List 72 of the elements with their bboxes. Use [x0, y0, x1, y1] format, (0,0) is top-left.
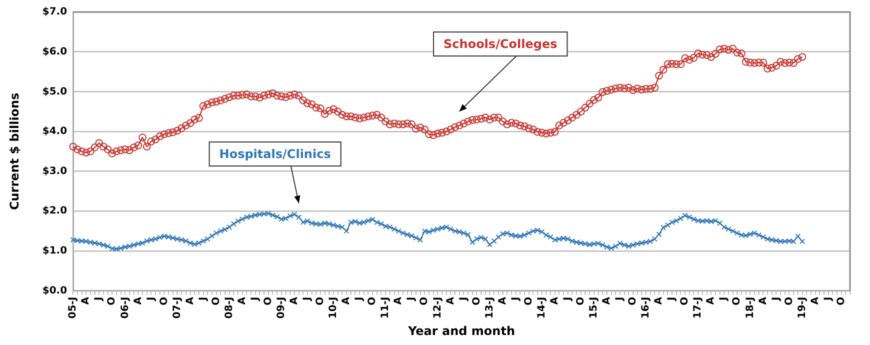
- x-tick-label: J: [614, 296, 626, 302]
- x-tick-label: O: [315, 296, 326, 306]
- y-tick-label: $6.0: [42, 46, 68, 58]
- x-tick-label: O: [732, 296, 743, 306]
- x-tick-label: A: [654, 296, 665, 305]
- x-tick-label: J: [198, 296, 209, 302]
- text: Schools/Colleges: [444, 37, 558, 52]
- x-tick-label: O: [575, 296, 586, 306]
- x-tick-label: 10-J: [328, 296, 340, 319]
- x-tick-label: O: [836, 296, 847, 306]
- x-tick-label: J: [458, 296, 470, 302]
- x-tick-label: 18-J: [744, 296, 756, 319]
- x-tick-label: 14-J: [536, 296, 548, 319]
- x-tick-label: 07-J: [172, 296, 183, 319]
- x-tick-label: O: [471, 296, 482, 306]
- y-tick-label: $2.0: [42, 206, 68, 217]
- x-tick-label: O: [419, 296, 430, 306]
- x-tick-label: J: [666, 296, 678, 302]
- y-axis-title: Current $ billions: [7, 92, 22, 210]
- x-tick-label: A: [341, 296, 352, 305]
- text: Hospitals/Clinics: [219, 147, 331, 162]
- x-tick-label: J: [250, 296, 261, 302]
- x-tick-label: O: [106, 296, 118, 306]
- y-tick-label: $1.0: [42, 246, 68, 257]
- x-tick-label: A: [289, 296, 300, 305]
- x-tick-label: A: [706, 296, 717, 305]
- x-tick-label: 17-J: [692, 296, 704, 319]
- y-tick-label: $5.0: [42, 86, 68, 98]
- x-tick-label: J: [146, 296, 157, 302]
- x-tick-label: J: [94, 296, 105, 302]
- x-tick-label: J: [406, 296, 418, 302]
- x-tick-label: O: [158, 296, 170, 306]
- y-tick-label: $3.0: [42, 166, 68, 177]
- x-tick-label: 16-J: [640, 296, 652, 319]
- x-tick-label: O: [680, 296, 691, 306]
- x-tick-label: 09-J: [276, 296, 288, 319]
- x-tick-label: J: [302, 296, 314, 302]
- x-tick-label: O: [367, 296, 378, 306]
- y-tick-label: $4.0: [42, 126, 68, 138]
- x-tick-label: A: [810, 296, 821, 305]
- x-tick-label: J: [562, 296, 574, 302]
- y-tick-label: $7.0: [42, 6, 68, 18]
- x-tick-label: A: [236, 296, 248, 305]
- x-tick-label: J: [822, 296, 834, 302]
- x-tick-label: O: [262, 296, 274, 306]
- x-tick-label: A: [132, 296, 144, 305]
- x-tick-label: 06-J: [120, 296, 131, 319]
- x-tick-label: A: [80, 296, 92, 305]
- x-tick-label: O: [784, 296, 795, 306]
- x-tick-label: A: [758, 296, 769, 305]
- x-tick-label: O: [210, 296, 222, 306]
- x-tick-label: J: [718, 296, 730, 302]
- x-tick-label: 13-J: [484, 296, 496, 319]
- x-tick-label: J: [770, 296, 782, 302]
- x-tick-label: 15-J: [588, 296, 600, 319]
- x-tick-label: 05-J: [68, 296, 79, 319]
- x-tick-label: A: [445, 296, 456, 305]
- y-tick-label: $0.0: [42, 285, 68, 296]
- x-tick-label: A: [549, 296, 560, 305]
- x-tick-label: J: [354, 296, 366, 302]
- x-tick-label: A: [602, 296, 613, 305]
- x-tick-label: J: [510, 296, 522, 302]
- x-tick-label: 12-J: [432, 296, 444, 319]
- x-tick-label: O: [628, 296, 639, 306]
- x-tick-label: O: [523, 296, 534, 306]
- x-tick-label: 19-J: [796, 296, 808, 319]
- x-tick-label: A: [393, 296, 404, 305]
- x-tick-label: A: [497, 296, 508, 305]
- x-tick-label: 11-J: [380, 296, 392, 319]
- x-axis-title: Year and month: [407, 324, 515, 338]
- x-tick-label: A: [184, 296, 196, 305]
- x-tick-label: 08-J: [224, 296, 235, 319]
